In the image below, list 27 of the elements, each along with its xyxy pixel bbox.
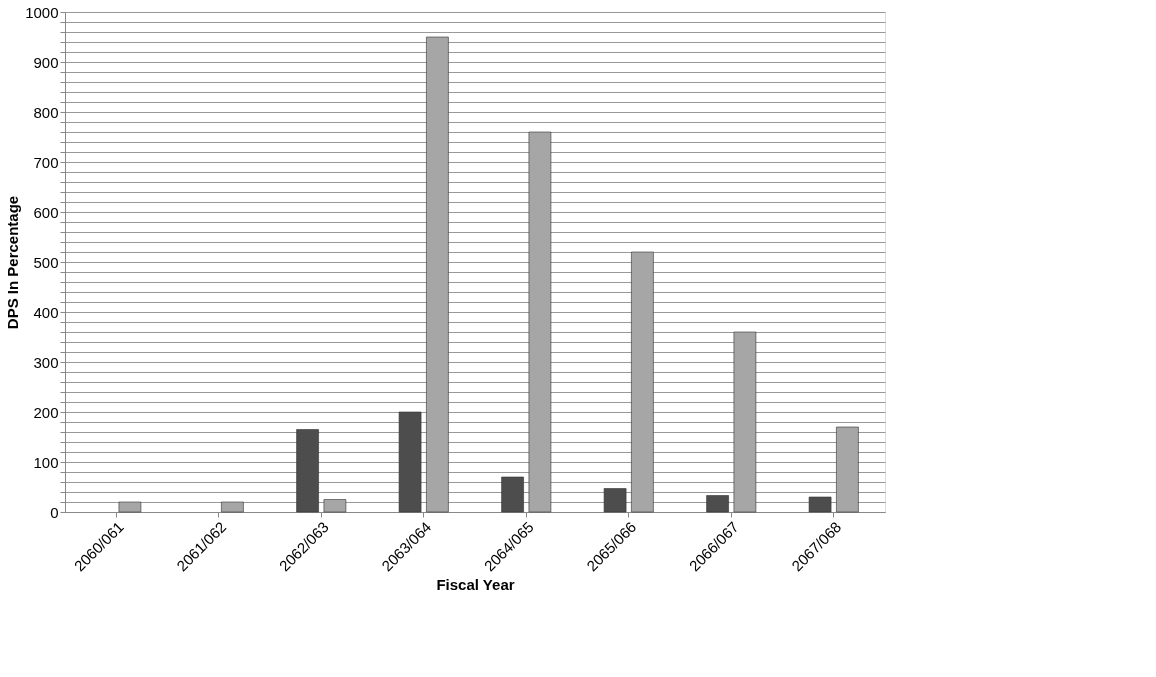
bar	[808, 496, 832, 513]
bar	[398, 411, 422, 513]
y-tick-label: 100	[33, 453, 59, 471]
y-tick-label: 200	[33, 403, 59, 421]
y-tick-label: 500	[33, 253, 59, 271]
y-tick-label: 700	[33, 153, 59, 171]
bar	[528, 131, 552, 513]
bar	[221, 501, 244, 513]
y-tick-label: 400	[33, 303, 59, 321]
bar	[706, 495, 729, 513]
bar	[296, 429, 319, 513]
y-tick-label: 800	[33, 103, 59, 121]
y-tick-label: 600	[33, 203, 59, 221]
bar	[118, 501, 142, 513]
y-tick-label: 900	[33, 53, 59, 71]
y-axis-title: DPS In Percentage	[4, 195, 22, 330]
bar	[631, 251, 654, 513]
bar	[426, 36, 449, 513]
bar	[603, 488, 627, 513]
y-tick-label: 1000	[25, 3, 59, 21]
bar	[323, 499, 347, 513]
x-axis-title: Fiscal Year	[436, 576, 515, 594]
y-tick-label: 0	[50, 503, 59, 521]
bar	[836, 426, 859, 513]
bar	[733, 331, 757, 513]
bar	[501, 476, 524, 513]
y-tick-label: 300	[33, 353, 59, 371]
